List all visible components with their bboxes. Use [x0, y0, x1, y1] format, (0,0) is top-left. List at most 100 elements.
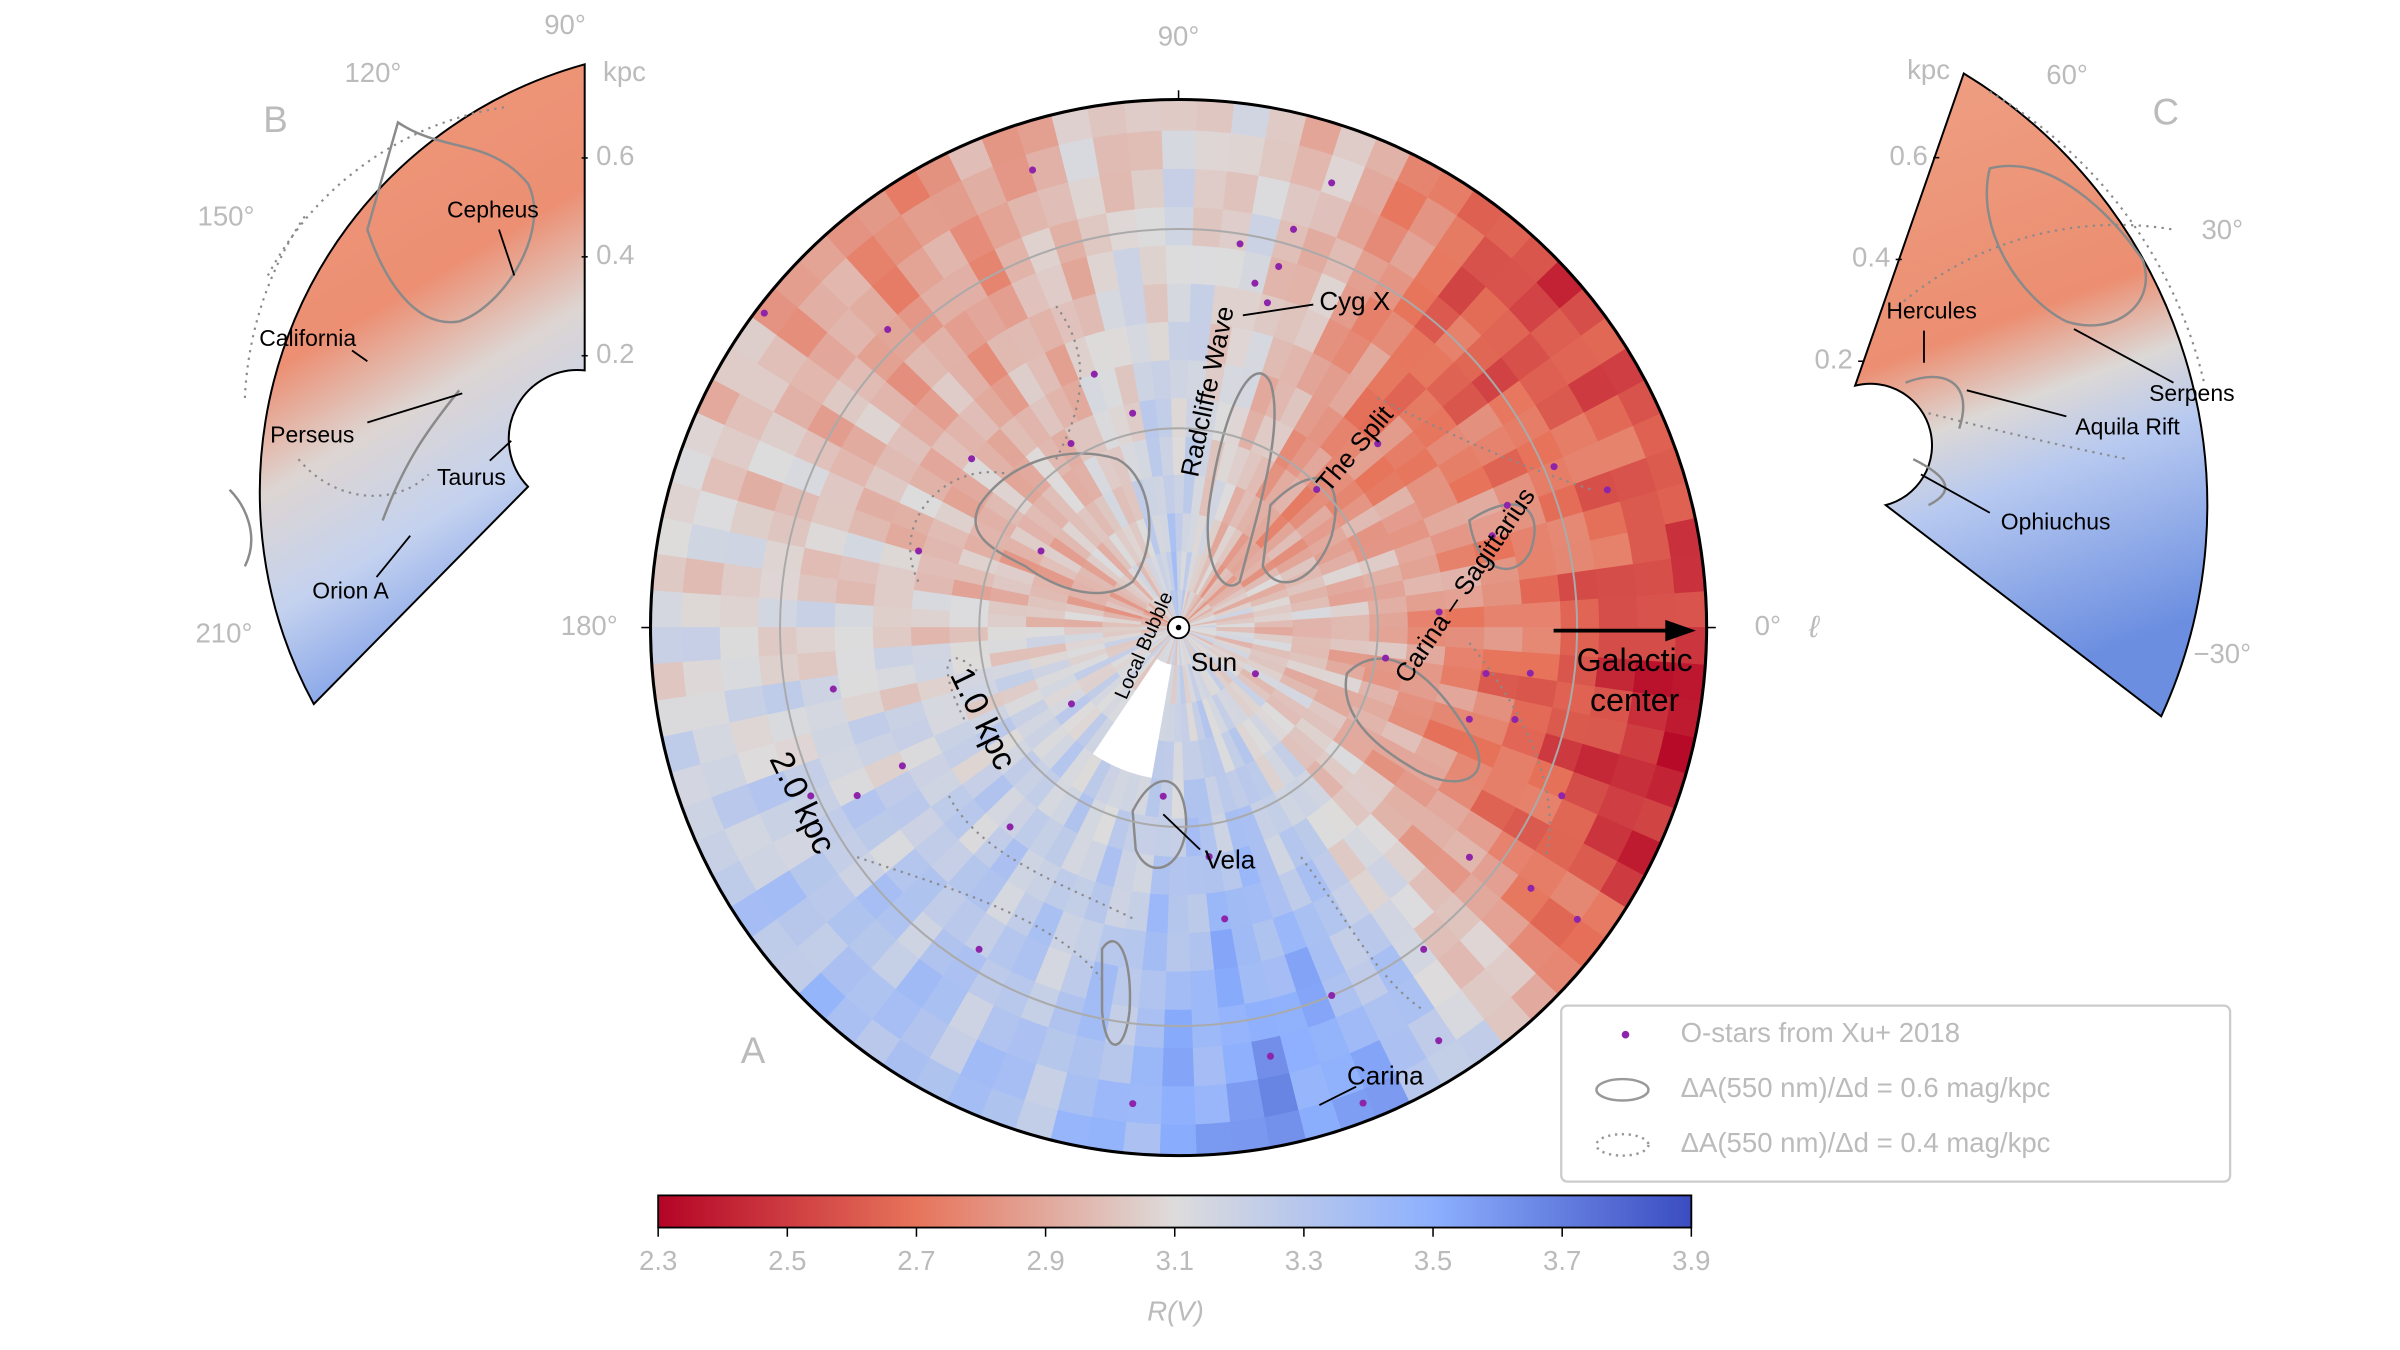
contours [856, 305, 1593, 1046]
map-cell [680, 592, 721, 628]
legend-frame [1560, 1004, 2232, 1183]
annotation: Perseus [270, 421, 354, 447]
o-star [1482, 669, 1490, 678]
map-cell [872, 627, 912, 650]
map-cell [1195, 99, 1235, 134]
r-axis-label: kpc [603, 56, 646, 87]
map-cell [1162, 1047, 1195, 1088]
map-cell [1146, 893, 1170, 934]
map-cell [1519, 651, 1561, 682]
map-cell [1222, 170, 1259, 214]
map-cell [1150, 855, 1171, 896]
colorbar-tick-label: 2.7 [897, 1245, 935, 1276]
map-cell [758, 568, 801, 602]
r-tick-label: 0.2 [1815, 344, 1853, 375]
map-cell [719, 595, 760, 628]
inset-c: 0.2 0.4 0.6 60° 30° −30° [1815, 59, 2252, 669]
o-star [1236, 240, 1244, 248]
o-star [1029, 166, 1037, 174]
map-cell [1126, 130, 1163, 172]
o-star [1328, 179, 1336, 187]
extinction-map [650, 99, 1707, 1156]
contour [974, 452, 1151, 595]
map-cell [650, 627, 683, 666]
map-cell [650, 589, 683, 628]
inset-b: 0.2 0.4 0.6 90° 120° 150° 210° [195, 9, 634, 649]
map-cell [948, 611, 989, 628]
theta-tick-label: 30° [2201, 214, 2243, 245]
o-stars [760, 166, 1611, 1108]
map-cell [1192, 1045, 1227, 1087]
o-star [760, 309, 768, 317]
map-cell [795, 600, 836, 628]
map-cell [1130, 1045, 1165, 1087]
theta-tick-label: 120° [344, 57, 401, 88]
o-star [1090, 370, 1098, 378]
o-star [1328, 991, 1336, 1000]
map-cell [1134, 1007, 1166, 1049]
map-cell [720, 656, 763, 692]
radial-grid-line [978, 427, 1379, 828]
colorbar-label: R(V) [1147, 1296, 1204, 1327]
annotation: Ophiuchus [2001, 509, 2111, 535]
o-star [1129, 1100, 1137, 1108]
r-tick-label: 0.4 [596, 239, 634, 270]
annotation: Cepheus [447, 196, 539, 222]
colorbar-ticks: 2.3 2.5 2.7 2.9 3.1 3.3 3.5 3.7 3.9 [639, 1227, 1710, 1276]
map-cell [1167, 894, 1190, 935]
map-cell [1226, 132, 1266, 176]
arrow-head [1665, 619, 1696, 642]
map-cell [1142, 282, 1169, 324]
o-star [1067, 700, 1076, 708]
o-star [1067, 439, 1075, 447]
map-cell [1159, 99, 1198, 131]
legend-label: ΔA(550 nm)/Δd = 0.6 mag/kpc [1681, 1072, 2051, 1103]
theta-tick-label: 60° [2046, 59, 2088, 90]
map-cell [1670, 552, 1707, 594]
o-star [884, 325, 892, 334]
map-cell [1166, 282, 1191, 323]
o-star [1266, 1052, 1274, 1060]
map-cell [1167, 321, 1190, 361]
theta-tick-label: 210° [195, 618, 252, 649]
r-tick-label: 0.2 [596, 338, 634, 369]
map-cell [1192, 168, 1227, 210]
inset-c-map [1853, 71, 2209, 718]
r-tick-label: 0.4 [1852, 242, 1890, 273]
theta-tick-label: 0° [1755, 610, 1781, 641]
map-cell [1369, 627, 1409, 644]
map-cell [986, 613, 1027, 628]
o-star [1205, 853, 1213, 861]
contour [1206, 372, 1276, 587]
o-star [1251, 279, 1259, 287]
r-tick-label: 0.6 [1890, 140, 1928, 171]
map-cell [1164, 244, 1193, 284]
panel-label: B [263, 99, 288, 140]
o-star [1503, 501, 1511, 509]
map-cell [910, 627, 950, 647]
map-cell [1098, 1041, 1135, 1085]
theta-tick-label: −30° [2193, 638, 2251, 669]
annotation: Taurus [437, 464, 506, 490]
annotation: Sun [1191, 647, 1237, 677]
map-cell [833, 603, 874, 628]
contour [228, 120, 536, 567]
map-cell [650, 552, 687, 594]
map-cell [1142, 931, 1169, 973]
o-star [1006, 823, 1014, 831]
o-star [1251, 670, 1259, 678]
map-cell [1162, 167, 1195, 208]
o-star [915, 547, 923, 555]
map-cell [1559, 597, 1600, 628]
map-cell [795, 627, 836, 655]
sun-symbol-dot [1175, 624, 1182, 631]
map-cell [1598, 595, 1639, 628]
map-cell [680, 627, 721, 663]
o-star [829, 685, 837, 693]
radial-grid [779, 228, 1579, 1028]
theta-axis-label: ℓ [1808, 610, 1820, 644]
colorbar-tick-label: 2.5 [768, 1245, 806, 1276]
o-star [1382, 654, 1390, 662]
map-cell [1163, 1009, 1194, 1049]
o-star [1511, 716, 1519, 724]
